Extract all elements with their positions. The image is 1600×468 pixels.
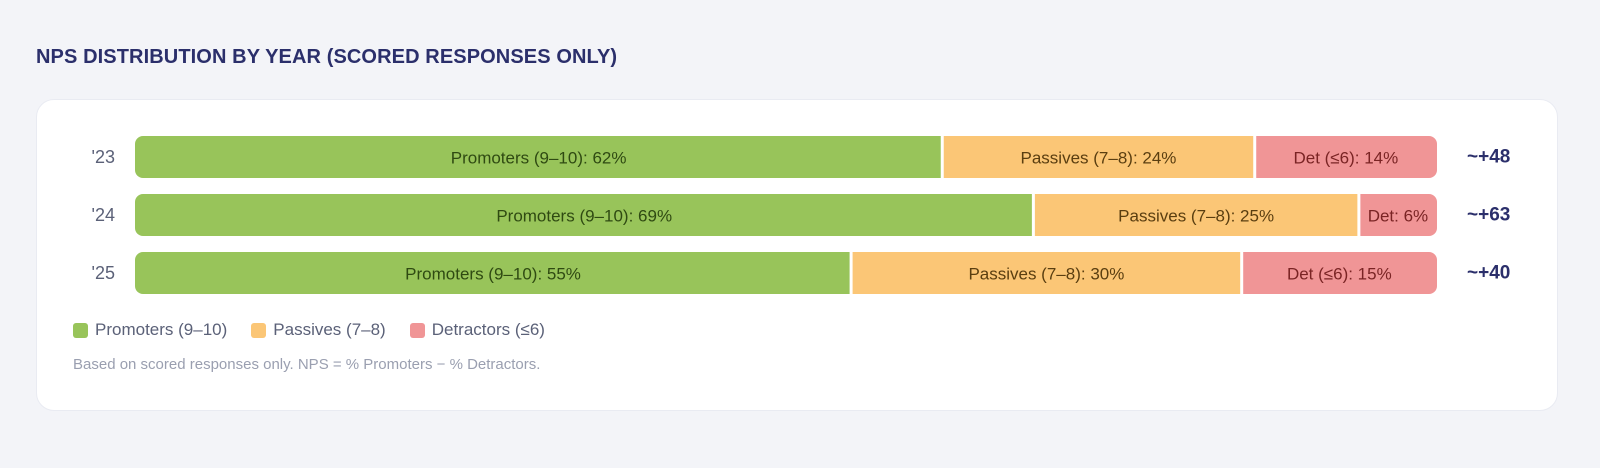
segment-label-promoters: Promoters (9–10): 62% bbox=[451, 149, 627, 168]
legend-swatch-promoters bbox=[73, 322, 88, 338]
bar-segment-passives bbox=[851, 252, 1242, 294]
nps-score-label: ~+63 bbox=[1467, 205, 1510, 226]
legend-item-promoters: Promoters (9–10) bbox=[73, 320, 227, 340]
chart-card: '23 Promoters (9–10): 62% Passives (7–8): … bbox=[36, 99, 1558, 411]
year-label: '24 bbox=[92, 205, 115, 225]
legend-item-passives: Passives (7–8) bbox=[251, 320, 386, 340]
year-label: '25 bbox=[92, 263, 115, 283]
nps-score-label: ~+40 bbox=[1467, 263, 1510, 284]
bar-segment-passives bbox=[1033, 194, 1359, 236]
bar-segment-promoters bbox=[135, 136, 943, 178]
legend-item-detractors: Detractors (≤6) bbox=[409, 320, 545, 340]
bar-segment-promoters bbox=[135, 194, 1034, 236]
page-title: NPS DISTRIBUTION BY YEAR (SCORED RESPONS… bbox=[36, 46, 618, 68]
stacked-bar-chart: '23 Promoters (9–10): 62% Passives (7–8): … bbox=[92, 136, 1510, 294]
segment-label-passives: Passives (7–8): 30% bbox=[968, 265, 1124, 284]
segment-label-detractors: Det: 6% bbox=[1368, 207, 1428, 226]
legend-label-detractors: Detractors (≤6) bbox=[431, 320, 545, 339]
legend: Promoters (9–10) Passives (7–8) Detracto… bbox=[73, 320, 545, 340]
footnote: Based on scored responses only. NPS = % … bbox=[73, 356, 541, 373]
segment-label-detractors: Det (≤6): 15% bbox=[1287, 265, 1392, 284]
bar-row-2: '24 Promoters (9–10): 69% Passives (7–8): … bbox=[92, 194, 1510, 236]
segment-label-promoters: Promoters (9–10): 69% bbox=[496, 207, 672, 226]
segment-label-passives: Passives (7–8): 24% bbox=[1021, 149, 1177, 168]
bar-segment-passives bbox=[942, 136, 1255, 178]
legend-swatch-passives bbox=[251, 322, 267, 338]
legend-label-promoters: Promoters (9–10) bbox=[95, 320, 228, 339]
year-label: '23 bbox=[92, 147, 115, 167]
segment-label-passives: Passives (7–8): 25% bbox=[1118, 207, 1274, 226]
legend-label-passives: Passives (7–8) bbox=[273, 320, 386, 339]
segment-label-promoters: Promoters (9–10): 55% bbox=[405, 265, 581, 284]
bar-segment-promoters bbox=[135, 252, 852, 294]
bar-row-1: '23 Promoters (9–10): 62% Passives (7–8): … bbox=[92, 136, 1510, 178]
bar-segment-detractors bbox=[1254, 136, 1437, 178]
bar-segment-detractors bbox=[1241, 252, 1437, 294]
nps-score-label: ~+48 bbox=[1467, 147, 1510, 168]
legend-swatch-detractors bbox=[409, 322, 425, 338]
bar-row-3: '25 Promoters (9–10): 55% Passives (7–8): … bbox=[92, 252, 1510, 294]
segment-label-detractors: Det (≤6): 14% bbox=[1293, 149, 1398, 168]
bar-segment-detractors bbox=[1358, 194, 1437, 236]
